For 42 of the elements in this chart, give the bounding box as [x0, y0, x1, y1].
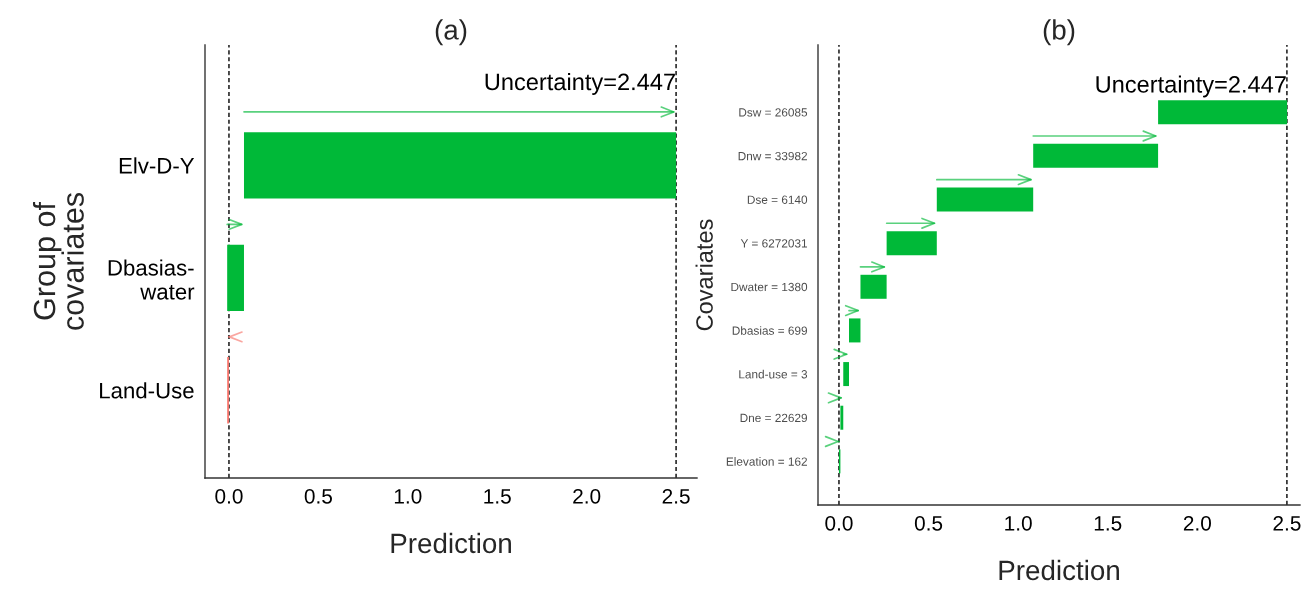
annotation: Uncertainty=2.447: [1096, 75, 1286, 98]
y-tick-label: Dsw = 26085: [739, 108, 808, 117]
y-tick-label: Elv-D-Y: [119, 157, 195, 174]
y-axis-title: Group of covariates: [32, 192, 84, 330]
x-tick-label: 0.5: [304, 488, 332, 504]
bar: [840, 405, 844, 430]
x-tick-label: 2.0: [1183, 515, 1211, 531]
y-axis-title: Covariates: [695, 219, 713, 331]
y-tick-label: Dse = 6140: [747, 195, 808, 204]
bar: [227, 244, 244, 311]
y-tick-label: Land-Use: [100, 382, 194, 399]
y-tick-label: Dbasias = 699: [732, 326, 808, 335]
bar: [860, 274, 887, 299]
text: Uncertainty=2.447: [485, 72, 675, 95]
chart-title: (b): [1043, 19, 1075, 46]
bar: [1033, 143, 1159, 168]
x-tick-label: 0.0: [825, 515, 853, 531]
bar: [843, 362, 849, 387]
y-tick-label: Dnw = 33982: [738, 151, 807, 161]
x-axis-title: Prediction: [999, 559, 1119, 581]
y-tick-label: Dwater = 1380: [731, 282, 808, 292]
x-tick-label: 2.5: [1273, 515, 1301, 531]
x-tick-label: 0.0: [215, 488, 243, 504]
x-tick-label: 0.5: [914, 515, 943, 531]
y-tick-label: Dne = 22629: [740, 413, 808, 423]
x-tick-label: 1.5: [484, 489, 511, 504]
x-tick-label: 1.0: [1005, 515, 1032, 531]
x-tick-label: 2.0: [573, 488, 601, 504]
x-axis-title: Prediction: [391, 532, 511, 554]
chart-title: (a): [435, 19, 467, 46]
bar: [1158, 100, 1288, 125]
y-tick-label: Y = 6272031: [740, 239, 808, 248]
bar: [886, 231, 937, 256]
y-tick-label: Land-use = 3: [739, 369, 808, 379]
bar: [849, 318, 861, 343]
bar: [936, 187, 1034, 212]
y-tick-label: Dbasias- water: [108, 259, 195, 300]
x-tick-label: 2.5: [662, 488, 690, 504]
y-tick-label: Elevation = 162: [726, 457, 807, 466]
x-tick-label: 1.0: [394, 488, 422, 504]
x-tick-label: 1.5: [1094, 516, 1122, 531]
bar: [243, 132, 677, 199]
